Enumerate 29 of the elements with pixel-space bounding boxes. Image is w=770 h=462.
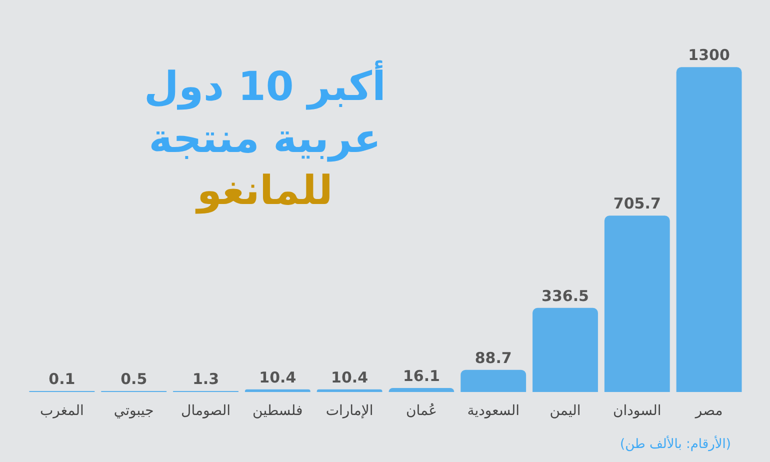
x-tick-label: السودان bbox=[613, 403, 662, 419]
bar bbox=[604, 216, 670, 392]
x-tick-label: المغرب bbox=[40, 403, 84, 419]
data-label: 16.1 bbox=[402, 366, 440, 385]
bar bbox=[388, 388, 454, 392]
data-label: 0.1 bbox=[48, 370, 76, 388]
data-label: 10.4 bbox=[331, 368, 368, 386]
data-label: 705.7 bbox=[613, 194, 661, 213]
x-tick-label: السعودية bbox=[467, 403, 520, 419]
text: (الأرقام: بالألف طن) bbox=[620, 435, 731, 452]
bar bbox=[316, 389, 382, 392]
bar bbox=[460, 370, 526, 392]
data-label: 336.5 bbox=[542, 286, 589, 305]
x-tick-label: اليمن bbox=[550, 403, 581, 419]
x-tick-label: الإمارات bbox=[326, 403, 374, 419]
data-label: 1300 bbox=[688, 46, 730, 64]
bar bbox=[532, 308, 598, 392]
bar bbox=[244, 389, 310, 392]
data-label: 10.4 bbox=[259, 368, 296, 386]
data-label: 1.3 bbox=[192, 370, 220, 388]
data-label: 0.5 bbox=[120, 370, 148, 388]
bar bbox=[676, 67, 742, 392]
text: أكبر 10 دول عربية منتجة للمانغو bbox=[144, 60, 386, 214]
x-tick-label: مصر bbox=[694, 403, 723, 419]
data-label: 88.7 bbox=[474, 348, 512, 367]
x-tick-label: جيبوتي bbox=[114, 403, 154, 419]
x-tick-label: فلسطين bbox=[252, 403, 303, 419]
x-tick-label: الصومال bbox=[181, 403, 230, 419]
x-tick-label: عُمان bbox=[406, 402, 437, 419]
